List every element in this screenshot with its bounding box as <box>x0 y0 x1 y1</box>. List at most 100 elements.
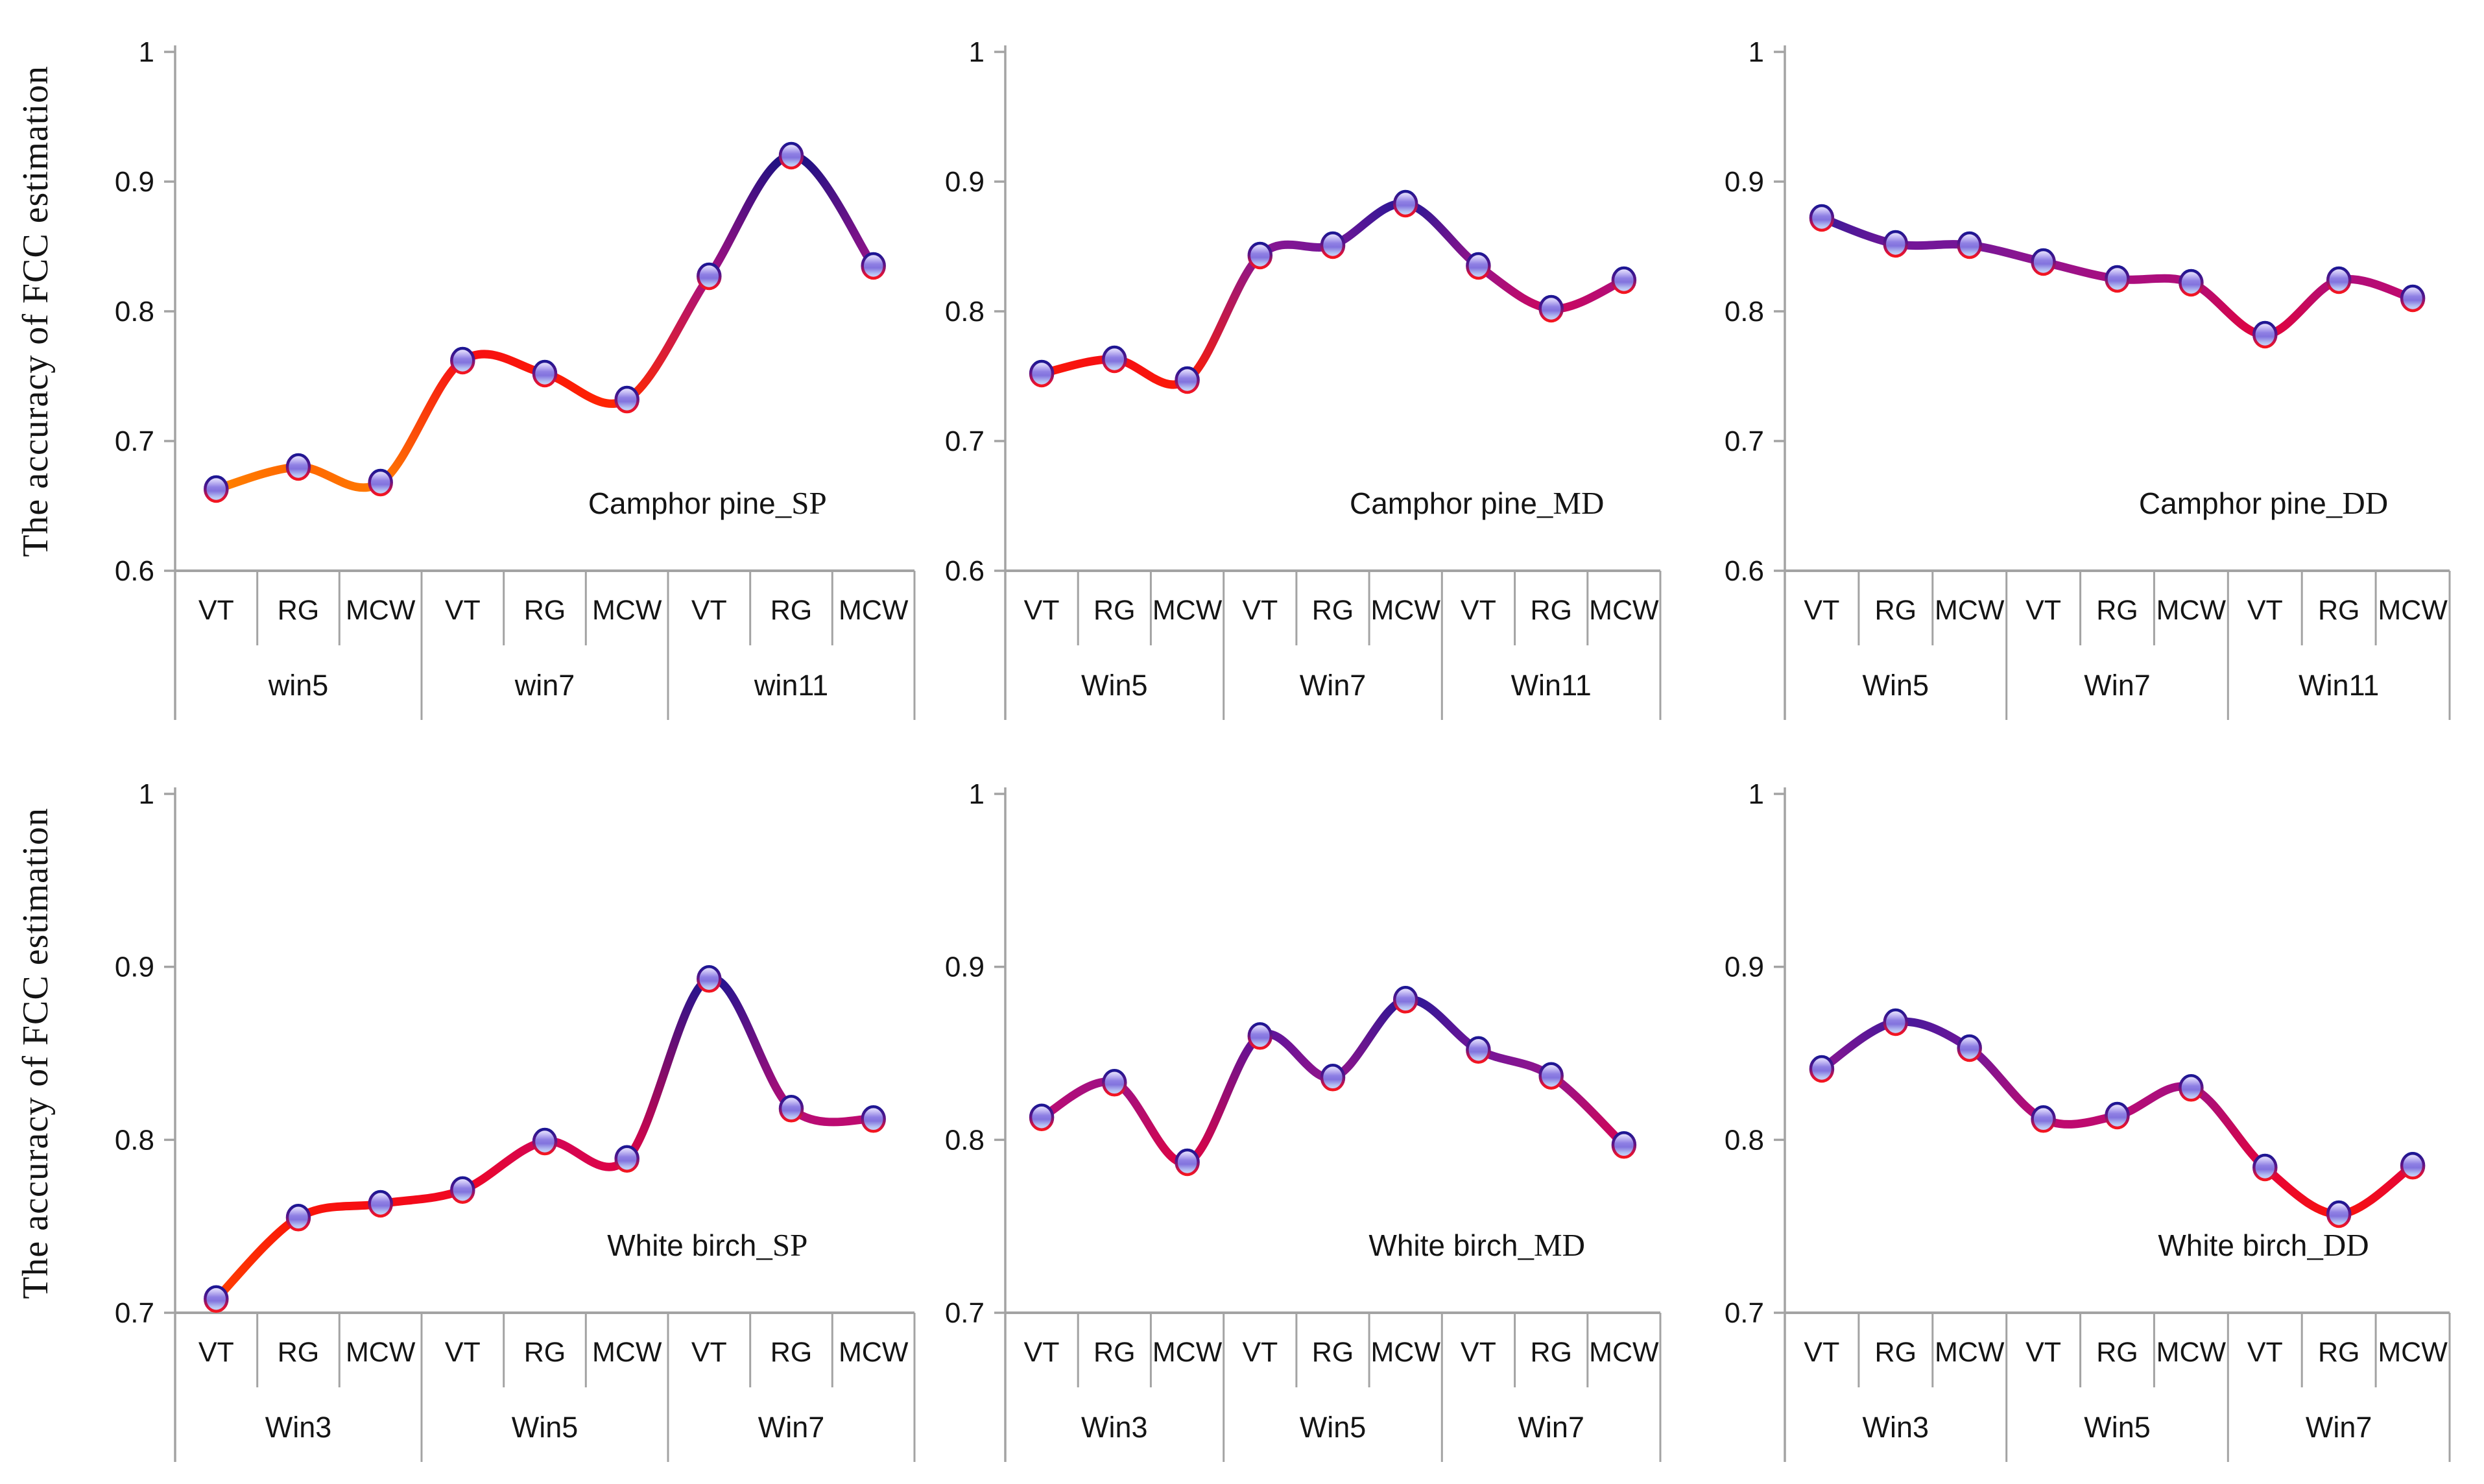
chart-canvas: 0.6 0.7 0.8 0.9 1 VT RG MCW VT RG MCW VT RG MCW Win5 Wi… <box>945 36 1662 720</box>
category-label: VT <box>1461 1337 1496 1368</box>
line-segment <box>1183 1031 1265 1167</box>
data-point-marker <box>285 1204 311 1232</box>
chart-title-name: Camphor pine <box>2139 486 2326 520</box>
category-label: VT <box>1804 595 1839 626</box>
data-point-marker <box>861 1105 886 1133</box>
y-tick-label: 1 <box>1749 778 1764 810</box>
category-label: MCW <box>2378 1337 2448 1368</box>
chart-canvas: 0.7 0.8 0.9 1 VT RG MCW VT RG MCW VT RG MCW Win3 Win5 W… <box>945 778 1662 1462</box>
category-label: VT <box>1024 1337 1060 1368</box>
data-point-marker <box>1809 1055 1835 1083</box>
data-point-marker <box>2252 1153 2278 1182</box>
data-point-marker <box>1102 345 1127 374</box>
y-tick-label: 0.9 <box>1725 951 1764 983</box>
chart-panel-camphor-pine-sp: 0.6 0.7 0.8 0.9 1 VT RG MCW VT RG MCW VT RG MCW win5 wi… <box>71 0 921 742</box>
category-label: RG <box>278 595 320 626</box>
category-label: RG <box>2096 1337 2138 1368</box>
group-label: Win11 <box>2299 669 2379 702</box>
line-segment <box>1817 1018 1900 1073</box>
y-tick-label: 0.9 <box>115 951 154 983</box>
category-label: RG <box>2318 595 2360 626</box>
category-label: VT <box>2247 595 2283 626</box>
category-label: MCW <box>592 595 662 626</box>
category-label: VT <box>1242 595 1278 626</box>
group-label: Win5 <box>2084 1411 2151 1444</box>
category-label: MCW <box>839 1337 909 1368</box>
data-point-marker <box>368 468 393 497</box>
line-segment <box>2186 1083 2269 1172</box>
data-point-marker <box>1175 1148 1200 1177</box>
data-point-marker <box>1809 204 1835 232</box>
data-point-marker <box>1611 266 1637 294</box>
category-label: RG <box>2096 595 2138 626</box>
data-point-marker <box>2400 284 2426 313</box>
data-point-marker <box>2252 320 2278 349</box>
data-point-marker <box>614 385 639 414</box>
line-segment <box>2260 1163 2343 1219</box>
line-segment <box>1401 199 1483 270</box>
category-label: MCW <box>1152 595 1223 626</box>
line-segment <box>2260 276 2343 339</box>
data-point-marker <box>1957 1034 1982 1062</box>
category-label: MCW <box>1935 595 2005 626</box>
data-point-marker <box>1320 231 1346 259</box>
y-tick-label: 0.8 <box>115 296 154 328</box>
chart-title-name: White birch <box>2158 1228 2307 1262</box>
data-point-marker <box>204 1285 229 1313</box>
data-point-marker <box>1320 1064 1346 1092</box>
category-label: RG <box>2318 1337 2360 1368</box>
category-label: VT <box>1242 1337 1278 1368</box>
line-segment <box>458 1137 549 1195</box>
data-point-marker <box>1392 189 1418 218</box>
line-segment <box>211 1213 303 1304</box>
category-label: RG <box>770 1337 813 1368</box>
y-tick-label: 0.7 <box>1725 425 1764 457</box>
y-tick-label: 0.9 <box>1725 166 1764 198</box>
category-label: MCW <box>1589 1337 1659 1368</box>
y-tick-label: 1 <box>139 778 154 810</box>
line-segment <box>1328 995 1410 1082</box>
data-point-marker <box>1883 1008 1909 1036</box>
y-tick-label: 1 <box>1749 36 1764 68</box>
chart-canvas: 0.6 0.7 0.8 0.9 1 VT RG MCW VT RG MCW VT RG MCW win5 wi… <box>115 36 916 720</box>
data-point-marker <box>861 252 886 280</box>
data-point-marker <box>697 262 722 291</box>
chart-title-suffix: _SP <box>756 1227 807 1263</box>
y-tick-label: 0.8 <box>945 1124 985 1156</box>
data-point-marker <box>2179 269 2204 297</box>
category-label: RG <box>1530 1337 1572 1368</box>
y-tick-label: 0.9 <box>945 166 985 198</box>
y-tick-label: 1 <box>969 36 985 68</box>
category-label: VT <box>691 595 727 626</box>
group-label: Win5 <box>1300 1411 1367 1444</box>
category-label: MCW <box>346 595 416 626</box>
category-label: VT <box>691 1337 727 1368</box>
category-label: MCW <box>2378 595 2448 626</box>
data-point-marker <box>1247 241 1273 270</box>
data-point-marker <box>1392 986 1418 1014</box>
group-label: Win11 <box>1511 669 1592 702</box>
category-label: VT <box>2025 595 2061 626</box>
category-label: RG <box>1312 595 1354 626</box>
chart-title: Camphor pine_MD <box>1350 485 1604 521</box>
y-axis-title-column-bottom: The accuracy of FCC estimation <box>0 742 71 1484</box>
category-label: VT <box>2247 1337 2283 1368</box>
category-label: RG <box>1875 595 1917 626</box>
category-label: RG <box>1312 1337 1354 1368</box>
y-tick-label: 0.6 <box>945 555 985 587</box>
chart-title: Camphor pine_DD <box>2139 485 2388 521</box>
category-label: VT <box>1804 1337 1839 1368</box>
data-point-marker <box>204 475 229 503</box>
group-label: win7 <box>514 669 575 702</box>
data-point-marker <box>285 453 311 481</box>
y-tick-label: 0.8 <box>1725 1124 1764 1156</box>
data-point-marker <box>1883 230 1909 258</box>
chart-panel-white-birch-md: 0.7 0.8 0.9 1 VT RG MCW VT RG MCW VT RG MCW Win3 Win5 W… <box>921 742 1702 1484</box>
group-label: Win3 <box>1081 1411 1148 1444</box>
group-label: Win5 <box>1081 669 1148 702</box>
data-point-marker <box>1102 1069 1127 1097</box>
category-label: MCW <box>1935 1337 2005 1368</box>
category-label: RG <box>1093 1337 1136 1368</box>
y-tick-label: 0.7 <box>945 1297 985 1329</box>
